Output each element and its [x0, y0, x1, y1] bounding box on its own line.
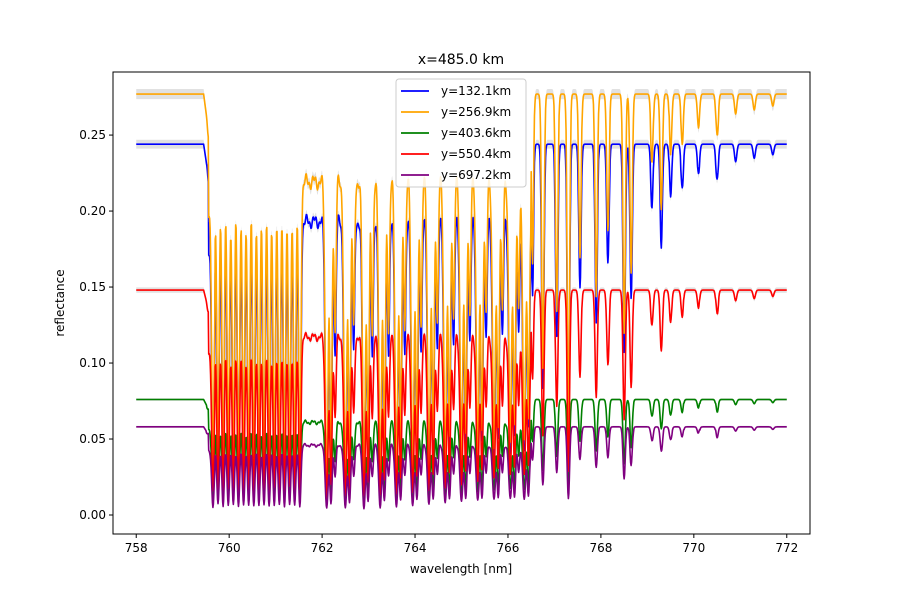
legend-box [395, 78, 527, 188]
legend-label: y=403.6km [441, 126, 511, 140]
x-tick-label: 768 [589, 541, 612, 555]
series-line [135, 426, 788, 510]
legend-label: y=256.9km [441, 105, 511, 119]
x-axis-label: wavelength [nm] [410, 562, 512, 576]
axes-frame [112, 71, 811, 535]
y-tick-label: 0.10 [79, 356, 106, 370]
y-axis: 0.00 0.05 0.10 0.15 0.20 0.25 [79, 128, 113, 522]
series-line [135, 93, 788, 493]
y-tick-label: 0.25 [79, 128, 106, 142]
x-tick-label: 762 [311, 541, 334, 555]
y-tick-label: 0.00 [79, 508, 106, 522]
plot-area [135, 88, 788, 510]
y-axis-label: reflectance [53, 269, 67, 336]
y-tick-label: 0.05 [79, 432, 106, 446]
y-tick-label: 0.15 [79, 280, 106, 294]
x-tick-label: 766 [497, 541, 520, 555]
x-axis: 758 760 762 764 766 768 770 772 [125, 534, 798, 555]
x-tick-label: 760 [218, 541, 241, 555]
series-line [135, 289, 788, 503]
y-tick-label: 0.20 [79, 204, 106, 218]
legend: y=132.1km y=256.9km y=403.6km y=550.4km y=69… [395, 78, 527, 188]
legend-label: y=697.2km [441, 168, 511, 182]
x-tick-label: 764 [404, 541, 427, 555]
chart-title: x=485.0 km [418, 52, 504, 68]
x-tick-label: 758 [125, 541, 148, 555]
legend-label: y=550.4km [441, 147, 511, 161]
legend-label: y=132.1km [441, 84, 511, 98]
x-tick-label: 772 [775, 541, 798, 555]
x-tick-label: 770 [682, 541, 705, 555]
